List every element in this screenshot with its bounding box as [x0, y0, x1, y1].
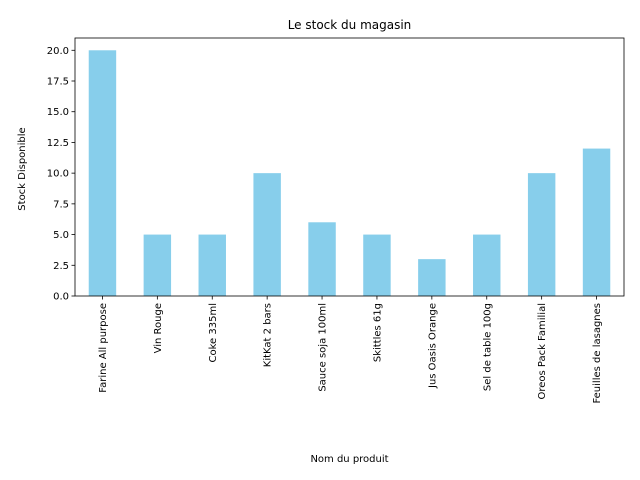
bar-2 [198, 234, 226, 296]
x-tick-label-3: KitKat 2 bars [263, 303, 274, 367]
bar-9 [582, 148, 611, 296]
x-axis-label: Nom du produit [310, 454, 388, 465]
bar-6 [418, 259, 446, 296]
x-tick-label-8: Oreos Pack Familial [537, 303, 548, 400]
y-tick-label-0: 0.0 [53, 292, 69, 303]
bar-7 [473, 234, 501, 296]
y-axis-label: Stock Disponible [17, 127, 28, 210]
y-tick-label-4: 10.0 [47, 169, 69, 180]
bar-5 [363, 234, 391, 296]
x-tick-label-2: Coke 335ml [208, 303, 219, 362]
bar-3 [253, 173, 281, 296]
y-axis: 0.0 2.5 5.0 7.5 10.0 12.5 15.0 17.5 20.0 [47, 46, 75, 303]
x-tick-label-4: Sauce soja 100ml [318, 303, 329, 392]
y-tick-label-1: 2.5 [53, 261, 69, 272]
bar-4 [308, 222, 336, 296]
y-tick-label-5: 12.5 [47, 138, 69, 149]
bar-0 [88, 50, 117, 297]
bar-8 [527, 173, 556, 296]
x-axis: Farine All purpose Vin Rouge Coke 335ml Kit… [98, 296, 603, 404]
bar-1 [143, 234, 172, 296]
x-tick-label-5: Skittles 61g [372, 303, 383, 362]
x-tick-label-7: Sel de table 100g [482, 303, 493, 391]
y-tick-label-2: 5.0 [53, 230, 69, 241]
y-tick-label-7: 17.5 [47, 77, 69, 88]
plot-frame [74, 37, 625, 297]
x-tick-label-0: Farine All purpose [98, 303, 109, 393]
bars-group [88, 50, 611, 297]
x-tick-label-1: Vin Rouge [153, 303, 164, 353]
y-tick-label-6: 15.0 [47, 107, 69, 118]
x-tick-label-9: Feuilles de lasagnes [592, 303, 603, 404]
y-tick-label-3: 7.5 [53, 199, 69, 210]
chart-title: Le stock du magasin [288, 18, 412, 32]
x-tick-label-6: Jus Oasis Orange [427, 303, 438, 389]
y-tick-label-8: 20.0 [47, 46, 69, 57]
